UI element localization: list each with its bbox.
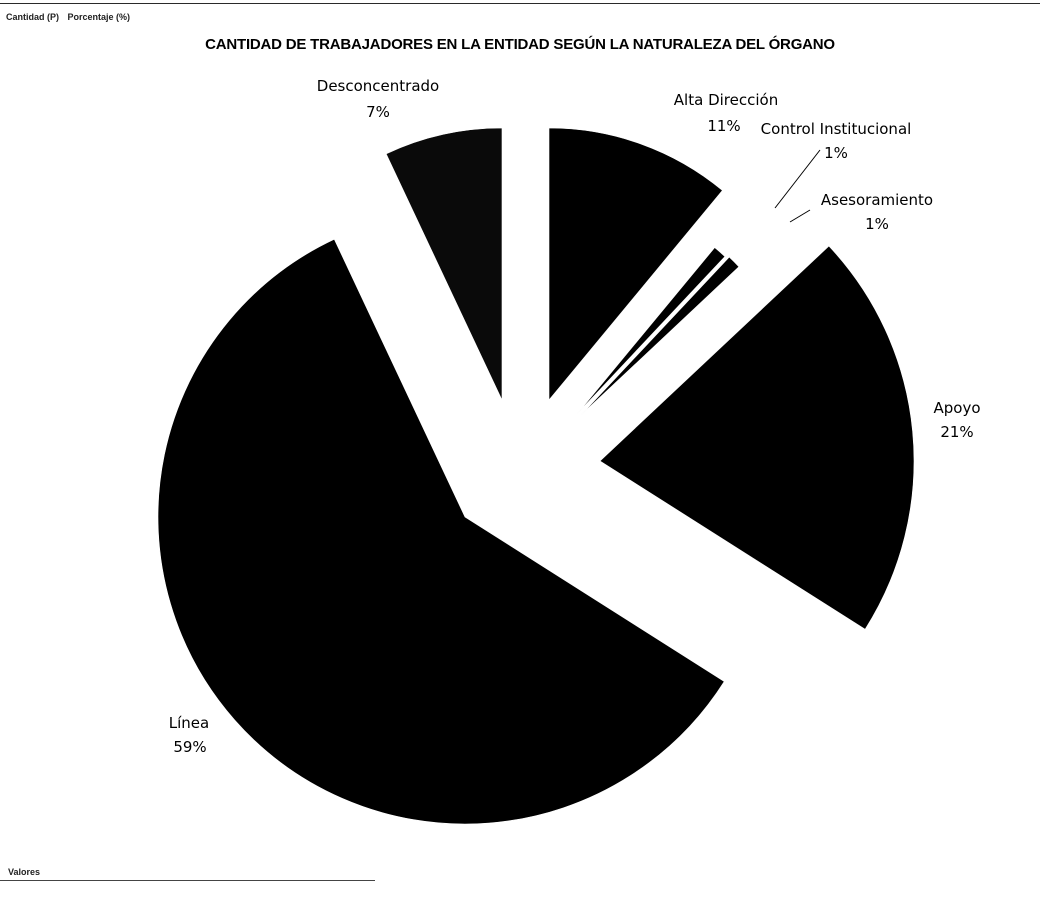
pivot-field-buttons: Cantidad (P) Porcentaje (%) — [6, 12, 136, 22]
slice-label-alta-direccion: Alta Dirección — [674, 91, 778, 109]
leader-line-control-institucional — [774, 149, 821, 209]
field-porcentaje[interactable]: Porcentaje (%) — [67, 12, 131, 22]
slice-label-asesoramiento: Asesoramiento — [821, 191, 933, 209]
pie-slice-asesoramiento[interactable] — [579, 256, 740, 417]
pie-slice-desconcentrado[interactable] — [385, 127, 503, 401]
bottom-border — [0, 880, 375, 881]
slice-label-desconcentrado: Desconcentrado — [317, 77, 439, 95]
pie-slice-linea[interactable] — [157, 238, 725, 825]
pie-slice-alta-direccion[interactable] — [548, 127, 723, 401]
slice-percent-control-institucional: 1% — [824, 144, 848, 162]
slice-percent-linea: 59% — [173, 738, 206, 756]
leader-line-asesoramiento — [789, 209, 811, 223]
slice-percent-asesoramiento: 1% — [865, 215, 889, 233]
pie-slice-control-institucional[interactable] — [576, 247, 726, 415]
slice-label-apoyo: Apoyo — [933, 399, 980, 417]
chart-title: CANTIDAD DE TRABAJADORES EN LA ENTIDAD S… — [205, 36, 835, 53]
field-cantidad[interactable]: Cantidad (P) — [6, 12, 59, 22]
slice-percent-alta-direccion: 11% — [707, 117, 740, 135]
slice-percent-desconcentrado: 7% — [366, 103, 390, 121]
values-field-button[interactable]: Valores — [8, 867, 41, 877]
pie-slice-apoyo[interactable] — [599, 245, 915, 630]
slice-label-control-institucional: Control Institucional — [761, 120, 912, 138]
slice-percent-apoyo: 21% — [940, 423, 973, 441]
top-border — [0, 3, 1040, 4]
slice-label-linea: Línea — [169, 714, 209, 732]
